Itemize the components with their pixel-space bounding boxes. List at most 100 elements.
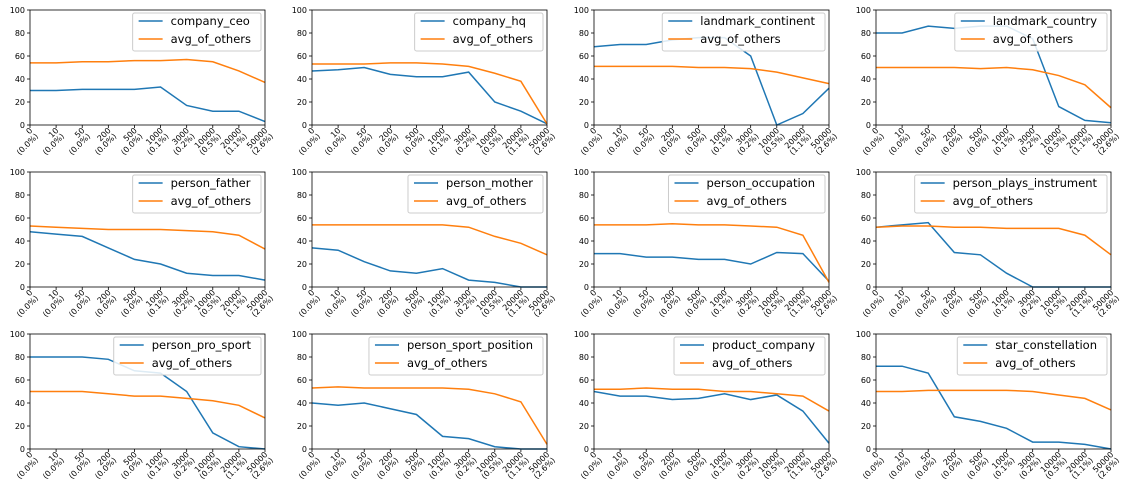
x-tick-label: 50(0.0%) bbox=[343, 288, 374, 319]
y-tick-label: 20 bbox=[861, 98, 871, 107]
legend-label: person_pro_sport bbox=[152, 338, 252, 352]
x-tick-label: 50(0.0%) bbox=[343, 450, 374, 480]
plot-frame bbox=[875, 333, 1112, 450]
legend: person_occupation avg_of_others bbox=[667, 174, 826, 214]
x-tick-label: 500(0.0%) bbox=[396, 126, 427, 157]
x-tick-label: 200(0.0%) bbox=[88, 288, 119, 319]
x-tick-label: 200(0.0%) bbox=[370, 126, 401, 157]
x-tick-label: 0(0.0%) bbox=[855, 288, 886, 319]
series-line bbox=[29, 225, 266, 250]
y-tick-label: 0 bbox=[302, 283, 307, 292]
y-tick-label: 40 bbox=[15, 237, 25, 246]
x-tick-label: 1000(0.1%) bbox=[140, 288, 171, 319]
y-tick-label: 80 bbox=[15, 29, 25, 38]
legend-label: avg_of_others bbox=[712, 356, 792, 370]
legend-label: person_mother bbox=[446, 176, 533, 190]
y-tick-label: 60 bbox=[297, 52, 307, 61]
x-tick-label: 50000(2.6%) bbox=[1090, 126, 1121, 157]
y-tick-label: 100 bbox=[856, 168, 871, 177]
y-tick-label: 80 bbox=[861, 29, 871, 38]
x-tick-line: 0 bbox=[870, 450, 880, 460]
x-tick-label: 10(0.0%) bbox=[35, 450, 66, 480]
legend-label: avg_of_others bbox=[995, 356, 1075, 370]
y-tick-label: 0 bbox=[584, 445, 589, 454]
y-tick-label: 0 bbox=[302, 445, 307, 454]
x-tick-line: 0 bbox=[24, 450, 34, 460]
y-tick-label: 20 bbox=[861, 422, 871, 431]
y-tick-label: 0 bbox=[866, 445, 871, 454]
x-tick-label: 50000(2.6%) bbox=[808, 450, 839, 480]
x-tick-label: 500(0.0%) bbox=[960, 126, 991, 157]
x-tick-label: 50(0.0%) bbox=[625, 126, 656, 157]
y-tick-label: 40 bbox=[297, 75, 307, 84]
legend-label: person_sport_position bbox=[407, 338, 533, 352]
legend: product_company avg_of_others bbox=[673, 336, 826, 376]
series-line bbox=[875, 225, 1112, 256]
series-line bbox=[312, 62, 548, 125]
x-tick-label: 200(0.0%) bbox=[934, 450, 965, 480]
legend: company_hq avg_of_others bbox=[414, 12, 544, 52]
x-tick-label: 20000(1.1%) bbox=[500, 288, 531, 319]
legend-label: avg_of_others bbox=[152, 356, 232, 370]
y-tick-label: 80 bbox=[297, 191, 307, 200]
x-tick-label: 200(0.0%) bbox=[88, 450, 119, 480]
x-tick-label: 500(0.0%) bbox=[960, 288, 991, 319]
legend-box bbox=[673, 336, 826, 376]
y-tick-label: 100 bbox=[856, 330, 871, 339]
legend: person_mother avg_of_others bbox=[407, 174, 544, 214]
x-tick-line: (0.0%) bbox=[861, 132, 886, 157]
y-tick-label: 40 bbox=[861, 75, 871, 84]
x-tick-label: 10000(0.5%) bbox=[192, 450, 223, 480]
y-tick-label: 100 bbox=[574, 330, 589, 339]
plot-frame bbox=[593, 171, 830, 288]
x-tick-label: 0(0.0%) bbox=[291, 450, 322, 480]
x-tick-label: 3000(0.2%) bbox=[1012, 126, 1043, 157]
series-line bbox=[30, 58, 266, 84]
x-tick-label: 50000(2.6%) bbox=[808, 126, 839, 157]
series-line bbox=[594, 222, 830, 283]
series-line bbox=[594, 387, 830, 412]
x-tick-label: 10(0.0%) bbox=[881, 288, 912, 319]
y-tick-label: 20 bbox=[579, 422, 589, 431]
x-tick-label: 500(0.0%) bbox=[678, 450, 709, 480]
y-tick-label: 40 bbox=[297, 399, 307, 408]
y-tick-label: 60 bbox=[579, 214, 589, 223]
x-tick-label: 10000(0.5%) bbox=[474, 126, 505, 157]
legend: person_pro_sport avg_of_others bbox=[113, 336, 262, 376]
x-tick-label: 0(0.0%) bbox=[573, 126, 604, 157]
y-tick-label: 0 bbox=[584, 121, 589, 130]
legend-label: landmark_continent bbox=[700, 14, 815, 28]
x-tick-label: 10000(0.5%) bbox=[474, 288, 505, 319]
x-tick-label: 10000(0.5%) bbox=[756, 450, 787, 480]
legend-label: person_father bbox=[171, 176, 251, 190]
x-tick-label: 50000(2.6%) bbox=[244, 450, 275, 480]
series-line bbox=[594, 251, 830, 282]
x-tick-label: 50000(2.6%) bbox=[526, 126, 557, 157]
x-tick-label: 10000(0.5%) bbox=[192, 126, 223, 157]
x-tick-label: 0(0.0%) bbox=[573, 288, 604, 319]
x-tick-line: (0.0%) bbox=[579, 456, 604, 480]
x-tick-line: 0 bbox=[870, 288, 880, 298]
x-tick-label: 10000(0.5%) bbox=[1038, 126, 1069, 157]
y-tick-label: 20 bbox=[297, 422, 307, 431]
legend-label: avg_of_others bbox=[706, 194, 786, 208]
series-line bbox=[876, 365, 1112, 450]
x-tick-label: 50(0.0%) bbox=[625, 288, 656, 319]
x-tick-label: 20000(1.1%) bbox=[218, 288, 249, 319]
x-tick-label: 500(0.0%) bbox=[396, 450, 427, 480]
x-tick-label: 10(0.0%) bbox=[317, 126, 348, 157]
x-tick-line: 0 bbox=[24, 126, 34, 136]
x-tick-label: 3000(0.2%) bbox=[730, 126, 761, 157]
y-tick-label: 0 bbox=[584, 283, 589, 292]
x-tick-label: 50(0.0%) bbox=[907, 126, 938, 157]
y-tick-label: 20 bbox=[861, 260, 871, 269]
x-tick-label: 10(0.0%) bbox=[35, 288, 66, 319]
x-tick-line: 0 bbox=[24, 288, 34, 298]
x-tick-line: (0.0%) bbox=[579, 132, 604, 157]
x-tick-label: 500(0.0%) bbox=[114, 126, 145, 157]
legend-label: avg_of_others bbox=[453, 32, 533, 46]
